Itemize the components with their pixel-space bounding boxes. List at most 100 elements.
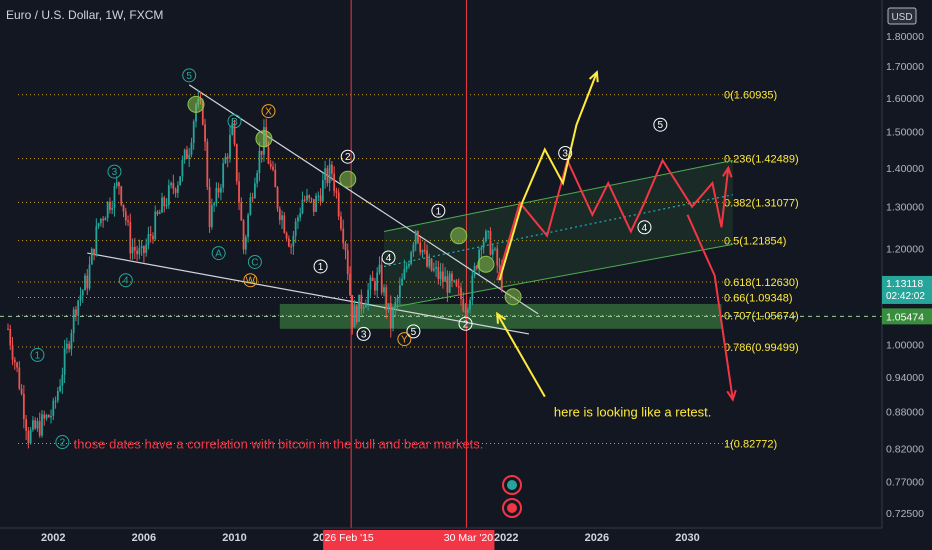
projections [496, 70, 737, 402]
wave-label: 4 [642, 223, 648, 234]
candle-body [210, 205, 213, 228]
candle-body [496, 248, 499, 266]
candle-body [106, 202, 109, 219]
secondary-price-value: 1.05474 [886, 311, 924, 323]
candle-body [118, 182, 120, 187]
projection-arrowhead [722, 165, 733, 178]
candle-body [149, 234, 152, 236]
vertical-marker-label: 30 Mar '20 [444, 532, 493, 544]
annotation-text: here is looking like a retest. [554, 405, 712, 420]
candle-body [410, 252, 413, 265]
candle-body [240, 202, 243, 221]
candle-body [113, 186, 116, 208]
channel-fill [383, 160, 733, 309]
fib-label: 0.66(1.09348) [724, 292, 793, 304]
wave-label: 2 [463, 319, 469, 330]
projection-path [496, 157, 730, 281]
candle-body [93, 248, 95, 256]
channel-lower-line [383, 243, 733, 310]
candle-body [464, 310, 467, 313]
candle-body [426, 250, 428, 267]
wave-label-circle [356, 326, 371, 341]
price-tick-label: 1.70000 [886, 61, 924, 73]
price-tick-label: 1.60000 [886, 93, 924, 105]
candle-body [38, 421, 41, 436]
time-tick-label: 2010 [222, 532, 246, 544]
event-icon-inner [507, 503, 517, 513]
wave-label-circle [340, 149, 355, 164]
candle-body [457, 285, 460, 288]
wave-label-circle [381, 250, 396, 265]
price-tick-label: 1.00000 [886, 339, 924, 351]
wave-label: 5 [186, 71, 192, 82]
candle-body [111, 207, 114, 210]
projection-arrowhead [726, 389, 737, 402]
candle-body [133, 246, 136, 251]
candle-body [466, 309, 469, 313]
candle-body [337, 192, 340, 217]
wave-label: 3 [361, 329, 367, 340]
candle-body [165, 205, 168, 207]
candle-body [321, 179, 324, 202]
time-axis[interactable]: 2002200620102014201820222026203026 Feb '… [0, 527, 932, 550]
candle-body [32, 420, 34, 430]
currency-button[interactable] [887, 7, 917, 25]
wave-label: 3 [112, 167, 118, 178]
price-tick-label: 0.88000 [886, 406, 924, 418]
wave-label: A [215, 249, 222, 260]
candle-body [435, 266, 437, 269]
wave-label-circle [458, 316, 473, 331]
wave-label-circle [558, 146, 573, 161]
vertical-marker-label: 26 Feb '15 [324, 532, 373, 544]
projection-path [686, 214, 734, 400]
candle-body [143, 246, 145, 254]
candle-body [310, 198, 313, 200]
candle-body [351, 295, 354, 328]
candle-body [9, 329, 12, 346]
candle-body [45, 414, 48, 419]
candle-body [63, 348, 66, 375]
candle-body [392, 309, 394, 329]
candle-body [423, 250, 426, 252]
candle-body [482, 241, 485, 248]
candle-body [385, 287, 388, 310]
candle-body [18, 367, 21, 389]
price-axis[interactable]: 0.72500 0.77000 0.82000 0.88000 0.94000 1.000… [881, 0, 932, 550]
candle-body [285, 232, 288, 239]
candle-body [115, 182, 118, 187]
price-tick-label: 1.80000 [886, 31, 924, 43]
candle-body [333, 173, 336, 191]
candle-body [72, 309, 75, 334]
candle-body [140, 246, 143, 249]
candle-body [317, 195, 320, 197]
trendline [87, 252, 530, 335]
candle-body [500, 266, 503, 290]
candle-body [342, 228, 345, 244]
candle-body [122, 204, 125, 212]
candle-body [7, 328, 9, 330]
candle-body [258, 150, 261, 173]
candle-body [498, 265, 501, 267]
candle-body [104, 218, 107, 221]
projection-path [498, 71, 598, 281]
candle-body [396, 297, 399, 303]
fib-label: 0(1.60935) [724, 90, 777, 102]
event-icons[interactable] [502, 475, 522, 518]
candle-body [412, 244, 415, 253]
candle-body [136, 250, 139, 255]
candle-body [380, 264, 383, 293]
candle-body [324, 168, 326, 180]
candle-body [75, 309, 77, 316]
candle-body [383, 287, 385, 293]
candle-body [138, 248, 141, 255]
bar-countdown: 02:42:02 [886, 291, 925, 302]
projection-arrowhead [496, 311, 507, 324]
candle-body [405, 266, 408, 269]
candle-body [52, 400, 55, 416]
candle-body [213, 203, 216, 206]
candle-body [102, 218, 105, 221]
candle-body [190, 142, 193, 155]
candle-body [50, 415, 52, 418]
candle-body [421, 250, 424, 253]
